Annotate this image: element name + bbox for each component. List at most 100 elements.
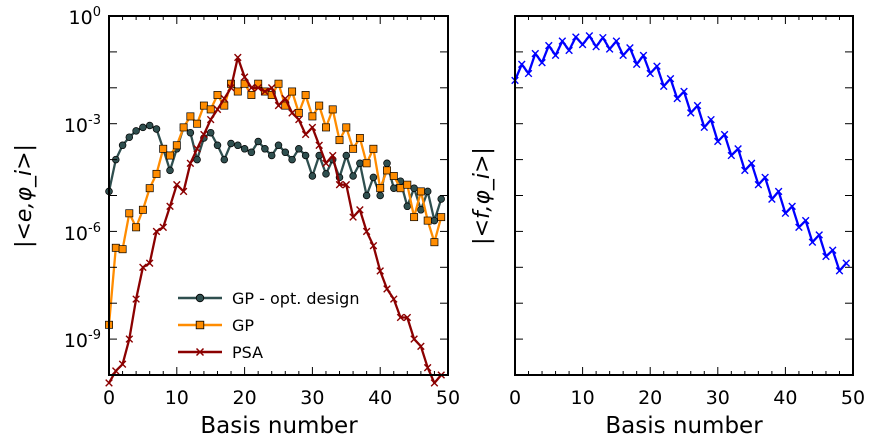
right-series-0-point — [693, 101, 702, 110]
right-series-0-point — [626, 44, 634, 52]
left-series-2-point — [132, 295, 140, 303]
left-series-1-point — [315, 101, 324, 110]
left-series-0-point — [383, 159, 391, 168]
legend-marker-psa — [195, 347, 205, 357]
left-series-0-point — [362, 191, 371, 200]
left-ytick-label: 10-3 — [64, 113, 101, 137]
left-xtick-label: 0 — [103, 387, 115, 409]
left-series-2-point — [383, 285, 391, 293]
right-series-0-point — [653, 62, 661, 70]
left-series-2-point — [301, 130, 310, 139]
left-series-2-point — [342, 180, 351, 189]
right-series-0-point — [605, 45, 614, 53]
left-xtick-label: 30 — [300, 387, 324, 409]
left-series-2-point — [139, 263, 147, 272]
left-series-1-point — [206, 105, 215, 114]
left-series-2-point — [410, 335, 418, 343]
left-series-0-point — [125, 133, 134, 141]
left-series-0-point — [261, 145, 269, 153]
left-series-0-point — [166, 166, 174, 175]
left-series-0-point — [186, 128, 195, 137]
left-series-2-point — [315, 141, 323, 150]
left-series-0-point — [267, 151, 276, 160]
left-series-2-point — [220, 94, 229, 103]
right-series-0-point — [572, 33, 580, 41]
left-series-0-point — [281, 148, 290, 157]
right-xtick-label: 50 — [841, 387, 865, 409]
right-y-axis-label: |<f,φ_i>| — [470, 147, 495, 245]
left-series-2-point — [389, 295, 398, 303]
legend-label-gp: GP — [232, 316, 254, 335]
left-series-1-point — [213, 91, 222, 99]
right-series-0-point — [585, 32, 594, 40]
left-series-1-point — [362, 159, 371, 168]
left-series-2-point — [145, 259, 154, 268]
left-series-1-point — [152, 169, 161, 178]
left-series-2-point — [200, 130, 208, 139]
right-xtick-label: 0 — [509, 387, 521, 409]
right-series-0-point — [788, 202, 796, 211]
left-series-2-point — [423, 363, 432, 372]
left-series-1-point — [389, 172, 398, 180]
right-xtick-labels: 0 10 20 30 40 50 — [509, 387, 865, 409]
left-series-1-point — [288, 87, 297, 96]
right-series-0-point — [632, 60, 641, 69]
right-series-0-point — [714, 137, 722, 146]
left-y-axis-label: |<e,φ_i>| — [12, 144, 37, 248]
left-series-0-point — [227, 139, 235, 148]
left-series-2-point — [396, 313, 405, 322]
right-series-0-point — [524, 69, 533, 78]
right-xtick-label: 20 — [638, 387, 662, 409]
left-series-1-point — [416, 187, 425, 196]
left-series-1-point — [376, 184, 385, 193]
right-series-0-point — [727, 151, 736, 160]
left-series-1-point — [138, 205, 147, 214]
legend-label-psa: PSA — [232, 343, 263, 362]
left-series-2-point — [125, 335, 134, 343]
left-series-2-point — [369, 241, 378, 250]
left-plot-frame — [108, 15, 449, 376]
right-xtick-label: 10 — [571, 387, 595, 409]
left-series-0-point — [247, 148, 256, 157]
right-series-0-point — [822, 252, 830, 261]
legend-marker-gp-opt — [195, 293, 205, 303]
left-series-0-point — [342, 151, 351, 160]
left-ytick-label: 100 — [69, 5, 101, 29]
right-series-0-point — [747, 159, 756, 168]
right-series-0-point — [680, 87, 688, 96]
left-series-1-point — [179, 123, 188, 132]
right-series-0-point — [842, 259, 851, 268]
left-series-2-point — [193, 144, 201, 153]
left-series-0-point — [376, 191, 384, 200]
right-series-0-point — [700, 123, 709, 132]
left-series-2-point — [362, 227, 371, 236]
left-series-2-point — [234, 53, 242, 62]
right-series-0-point — [639, 51, 648, 60]
right-series-0-point — [673, 94, 682, 103]
left-series-2-point — [152, 227, 161, 236]
right-series-0-point — [659, 82, 668, 91]
legend: GP - opt. design GP PSA — [178, 289, 359, 362]
left-series-1-point — [301, 91, 310, 99]
left-series-1-point — [233, 87, 242, 96]
right-series-0-point — [835, 266, 844, 275]
left-series-2-point — [417, 342, 425, 351]
left-series-0-point — [390, 184, 398, 192]
left-series-0-point — [139, 123, 147, 132]
left-series-0-point — [322, 170, 330, 178]
left-series-2-point — [173, 180, 181, 189]
right-series-0-point — [538, 58, 546, 67]
right-series-0-point — [774, 187, 783, 196]
right-series-0-point — [558, 37, 567, 45]
left-series-2-point — [281, 94, 290, 103]
left-series-0-point — [423, 187, 432, 196]
left-series-2-point — [274, 101, 283, 110]
left-series-0-point — [369, 173, 378, 182]
left-series-1-point — [396, 184, 405, 193]
right-series-0-point — [545, 41, 553, 50]
left-series-2-point — [403, 313, 412, 322]
left-series-2-point — [227, 84, 235, 92]
left-series-0-point — [301, 151, 310, 160]
right-series-0-point — [578, 40, 587, 49]
left-series-0-point — [145, 121, 154, 130]
